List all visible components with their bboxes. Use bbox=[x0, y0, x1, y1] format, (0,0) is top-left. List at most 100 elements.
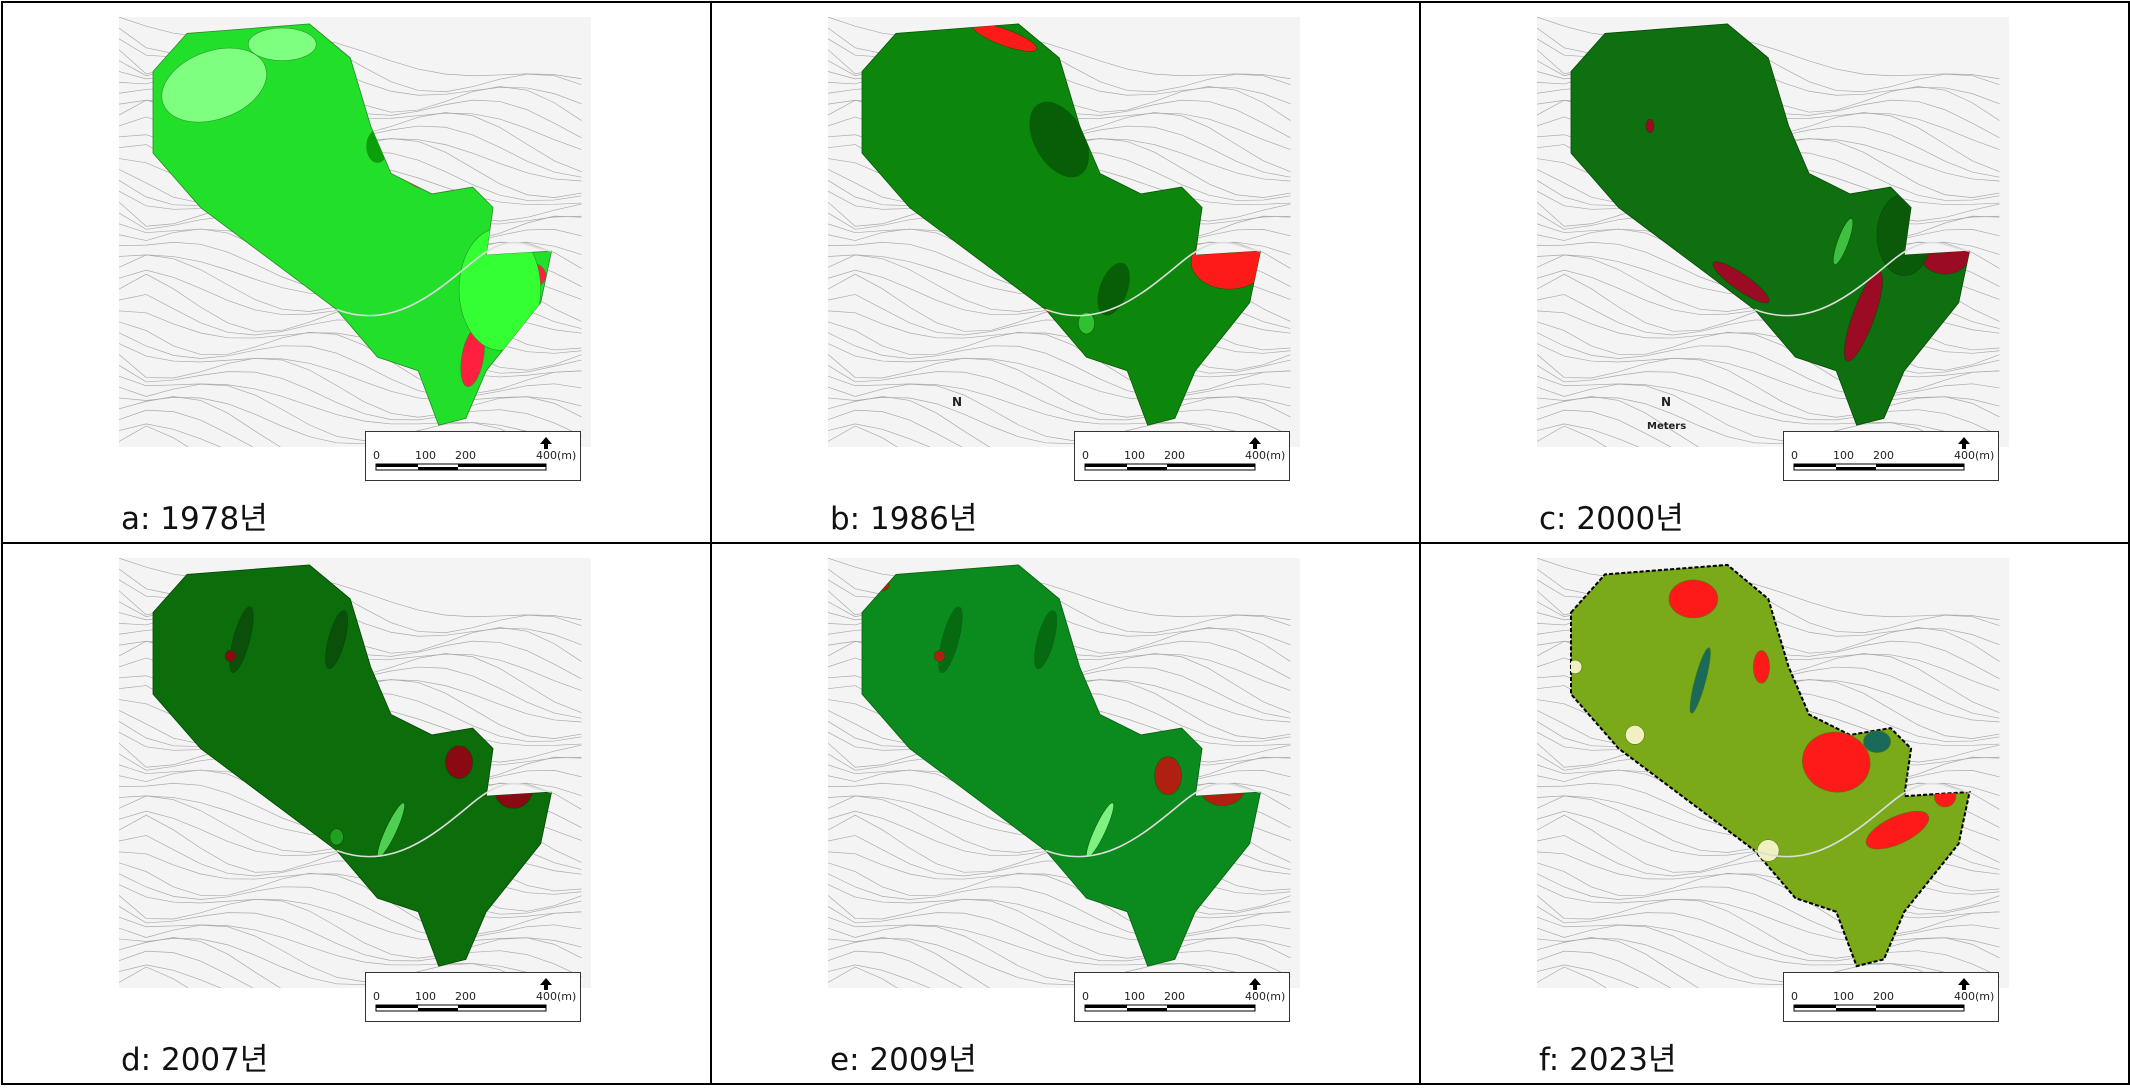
scale-label: 100 bbox=[1833, 449, 1854, 462]
contour bbox=[119, 383, 538, 447]
contour bbox=[119, 375, 576, 447]
north-arrow bbox=[1958, 978, 1970, 990]
scale-bar-seg bbox=[1794, 464, 1836, 467]
scale-bar-box: 0 100 200 400(m) bbox=[365, 972, 581, 1022]
caption: c: 2000년 bbox=[1539, 501, 1684, 537]
caption: a: 1978년 bbox=[121, 501, 268, 537]
contour bbox=[1537, 365, 2000, 436]
scale-bar-seg bbox=[1876, 1005, 1964, 1008]
contour bbox=[1537, 310, 2000, 378]
map bbox=[828, 17, 1300, 447]
contour bbox=[1537, 383, 1956, 447]
scale-bar-box: 0 100 200 400(m) bbox=[1783, 431, 1999, 481]
caption: f: 2023년 bbox=[1539, 1042, 1677, 1078]
contour bbox=[1537, 964, 1640, 988]
contour bbox=[1537, 950, 1672, 988]
scale-bar-seg bbox=[1167, 1005, 1255, 1008]
north-arrow bbox=[1958, 437, 1970, 449]
contour bbox=[119, 906, 582, 977]
land-patch bbox=[1863, 730, 1891, 753]
contour bbox=[119, 396, 477, 447]
land-patch bbox=[1086, 802, 1114, 858]
scale-bar-seg bbox=[1167, 464, 1255, 467]
scale-label: 100 bbox=[1124, 449, 1145, 462]
scale-bar-box: 0 100 200 400(m) bbox=[1783, 972, 1999, 1022]
scale-label: 100 bbox=[1833, 990, 1854, 1003]
contour bbox=[1537, 916, 1994, 988]
panel: 0 100 200 400(m) a: 1978년 bbox=[1, 1, 712, 544]
scale-label: 200 bbox=[1164, 449, 1185, 462]
contour bbox=[828, 851, 1291, 919]
map bbox=[119, 17, 591, 447]
contour bbox=[828, 396, 1186, 447]
road bbox=[1045, 782, 1261, 858]
contour bbox=[119, 397, 499, 447]
patches bbox=[224, 606, 533, 858]
forest-area bbox=[861, 23, 1262, 426]
forest-area bbox=[1569, 563, 1971, 968]
road bbox=[1754, 782, 1970, 858]
scale-label: 100 bbox=[415, 990, 436, 1003]
contour bbox=[1537, 332, 2000, 397]
contour bbox=[828, 906, 1291, 977]
contour bbox=[1537, 396, 1895, 447]
contour bbox=[119, 873, 582, 938]
contour bbox=[119, 343, 582, 407]
scale-label: 200 bbox=[1873, 990, 1894, 1003]
contour bbox=[119, 321, 582, 395]
scale-label: 0 bbox=[1082, 990, 1089, 1003]
map bbox=[1537, 558, 2009, 988]
contour bbox=[828, 895, 1291, 959]
scale-bar-seg bbox=[1794, 1005, 1836, 1008]
scale-bar-seg bbox=[418, 467, 458, 470]
contour bbox=[119, 423, 222, 447]
contour bbox=[119, 851, 582, 919]
contour bbox=[119, 365, 582, 436]
land-patch bbox=[445, 745, 473, 779]
land-patch bbox=[377, 802, 405, 858]
contour bbox=[1537, 906, 2000, 977]
contour bbox=[828, 884, 1291, 948]
map bbox=[828, 558, 1300, 988]
north-arrow bbox=[540, 437, 552, 449]
road bbox=[336, 241, 552, 317]
contour bbox=[119, 862, 582, 936]
scale-label: 0 bbox=[1791, 449, 1798, 462]
panel: 0 100 200 400(m) N Meters c: 2000년 bbox=[1419, 1, 2130, 544]
contour bbox=[828, 423, 931, 447]
contour bbox=[1537, 873, 2000, 938]
contour bbox=[828, 310, 1291, 378]
contour bbox=[119, 950, 254, 988]
scale-bar: 0 100 200 400(m) bbox=[1082, 978, 1285, 1012]
contour bbox=[1537, 895, 2000, 959]
contour bbox=[1537, 321, 2000, 395]
contour bbox=[828, 916, 1285, 988]
scale-bar-seg bbox=[1836, 467, 1876, 470]
contour bbox=[828, 409, 963, 447]
scale-label: 100 bbox=[1124, 990, 1145, 1003]
land-patch bbox=[1625, 725, 1645, 745]
panel: 0 100 200 400(m) e: 2009년 bbox=[710, 542, 1421, 1085]
contour bbox=[1537, 343, 2000, 407]
contour bbox=[119, 310, 582, 378]
contour bbox=[1537, 937, 1895, 988]
land-patch bbox=[1078, 311, 1095, 335]
contour bbox=[828, 321, 1291, 395]
contour bbox=[119, 937, 477, 988]
land-patch bbox=[224, 650, 237, 662]
scale-bar-seg bbox=[1836, 1008, 1876, 1011]
contour bbox=[1537, 938, 1917, 988]
contour bbox=[119, 884, 582, 948]
scale-bar-seg bbox=[376, 464, 418, 467]
north-unit: Meters bbox=[1647, 421, 1687, 432]
land-patch bbox=[1645, 118, 1655, 133]
patches bbox=[1645, 118, 1970, 362]
scale-label: 0 bbox=[1791, 990, 1798, 1003]
contour bbox=[119, 409, 254, 447]
scale-label: 400(m) bbox=[1245, 990, 1285, 1003]
contour bbox=[828, 950, 963, 988]
contour bbox=[1537, 423, 1640, 447]
scale-label: 200 bbox=[1873, 449, 1894, 462]
contour bbox=[119, 938, 499, 988]
